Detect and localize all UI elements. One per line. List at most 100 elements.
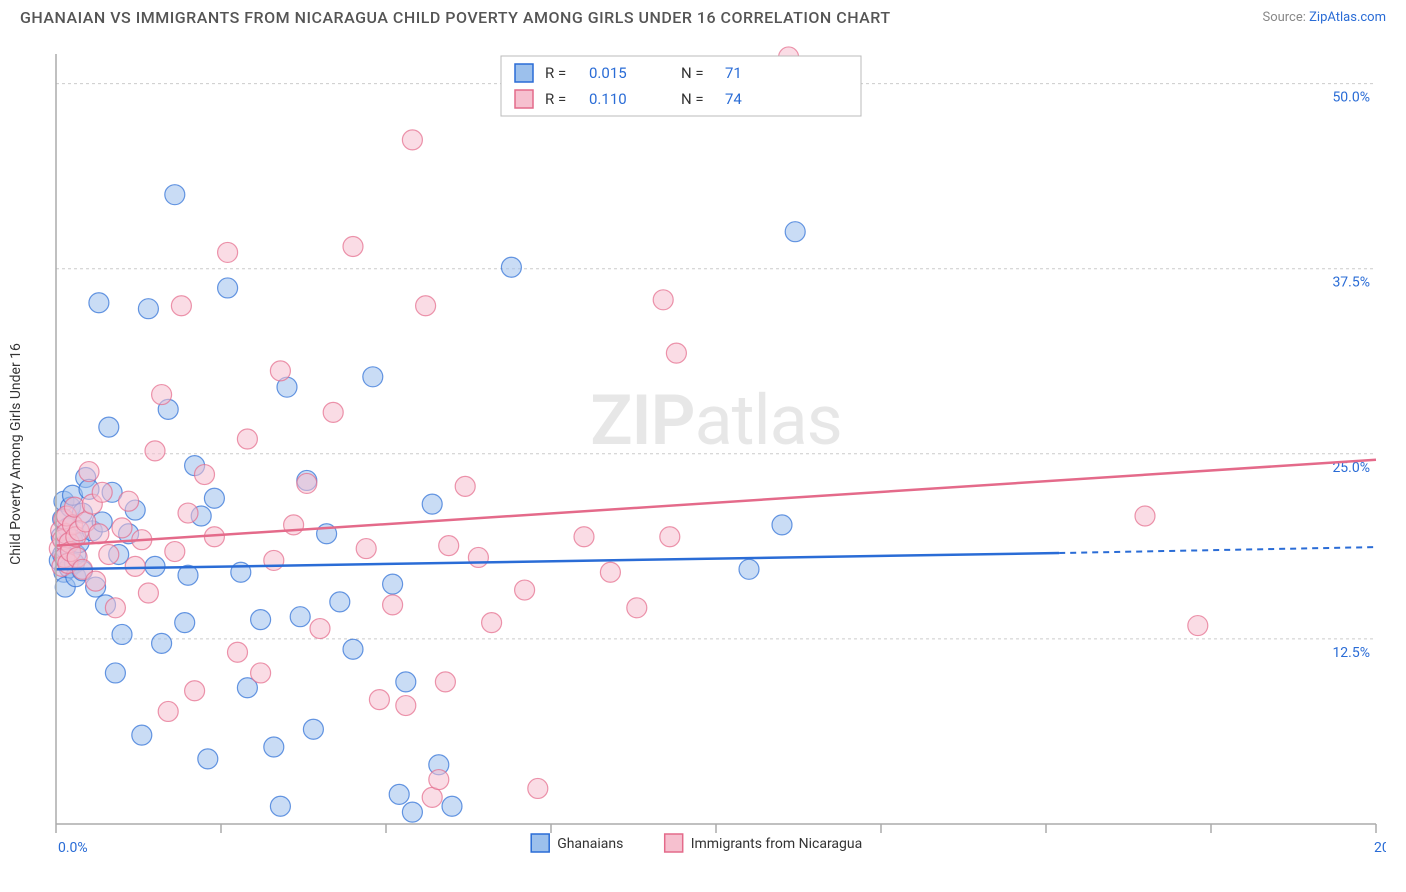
scatter-point — [290, 607, 310, 627]
legend-r-label: R = — [545, 64, 566, 82]
scatter-point — [138, 583, 158, 603]
scatter-point — [178, 503, 198, 523]
scatter-point — [297, 473, 317, 493]
scatter-point — [218, 242, 238, 262]
scatter-point — [158, 701, 178, 721]
scatter-point — [185, 681, 205, 701]
scatter-point — [660, 527, 680, 547]
chart-container: Child Poverty Among Girls Under 16 12.5%… — [46, 44, 1386, 864]
scatter-point — [195, 465, 215, 485]
scatter-point — [396, 696, 416, 716]
scatter-point — [171, 296, 191, 316]
scatter-point — [402, 802, 422, 822]
legend-series-label: Immigrants from Nicaragua — [691, 836, 863, 852]
watermark: ZIPatlas — [590, 380, 842, 462]
scatter-point — [92, 482, 112, 502]
scatter-point — [468, 547, 488, 567]
scatter-point — [442, 796, 462, 816]
scatter-point — [198, 749, 218, 769]
scatter-point — [251, 663, 271, 683]
legend-swatch — [665, 834, 683, 852]
scatter-point — [99, 545, 119, 565]
source-link[interactable]: ZipAtlas.com — [1309, 10, 1386, 25]
xtick-label: 0.0% — [58, 840, 88, 856]
xtick-label: 20.0% — [1374, 840, 1386, 856]
scatter-point — [112, 624, 132, 644]
scatter-point — [105, 598, 125, 618]
scatter-point — [165, 542, 185, 562]
scatter-point — [105, 663, 125, 683]
scatter-point — [152, 385, 172, 405]
scatter-point — [89, 293, 109, 313]
legend-r-value: 0.110 — [589, 90, 627, 108]
scatter-point — [416, 296, 436, 316]
scatter-point — [251, 610, 271, 630]
scatter-point — [270, 796, 290, 816]
scatter-point — [310, 619, 330, 639]
scatter-point — [389, 784, 409, 804]
ytick-label: 50.0% — [1332, 90, 1370, 106]
scatter-point — [237, 429, 257, 449]
scatter-point — [1188, 616, 1208, 636]
scatter-point — [739, 559, 759, 579]
scatter-point — [218, 278, 238, 298]
scatter-point — [363, 367, 383, 387]
scatter-point — [528, 778, 548, 798]
scatter-point — [264, 737, 284, 757]
scatter-point — [204, 488, 224, 508]
scatter-point — [627, 598, 647, 618]
scatter-point — [112, 518, 132, 538]
scatter-point — [323, 402, 343, 422]
legend-n-value: 74 — [725, 90, 742, 108]
legend-swatch — [515, 90, 533, 108]
scatter-point — [383, 595, 403, 615]
scatter-point — [422, 494, 442, 514]
ytick-label: 37.5% — [1332, 275, 1370, 291]
legend-swatch — [531, 834, 549, 852]
chart-title: GHANAIAN VS IMMIGRANTS FROM NICARAGUA CH… — [20, 8, 891, 27]
trendline-ghanaians — [56, 553, 1059, 569]
scatter-point — [482, 613, 502, 633]
scatter-point — [330, 592, 350, 612]
legend-r-value: 0.015 — [589, 64, 627, 82]
scatter-point — [429, 770, 449, 790]
scatter-point — [228, 642, 248, 662]
scatter-point — [396, 672, 416, 692]
scatter-point — [145, 441, 165, 461]
scatter-point — [175, 613, 195, 633]
scatter-point — [772, 515, 792, 535]
scatter-point — [79, 462, 99, 482]
scatter-point — [785, 222, 805, 242]
legend-n-label: N = — [681, 64, 704, 82]
scatter-point — [600, 562, 620, 582]
legend-series-label: Ghanaians — [557, 836, 623, 852]
scatter-point — [270, 361, 290, 381]
scatter-point — [89, 524, 109, 544]
scatter-point — [119, 491, 139, 511]
scatter-point — [369, 690, 389, 710]
scatter-point — [501, 257, 521, 277]
trendline-ghanaians-extrap — [1059, 547, 1376, 553]
scatter-point — [284, 515, 304, 535]
scatter-point — [343, 237, 363, 257]
scatter-point — [165, 185, 185, 205]
scatter-point — [264, 550, 284, 570]
legend-n-label: N = — [681, 90, 704, 108]
scatter-point — [99, 417, 119, 437]
scatter-point — [574, 527, 594, 547]
source-attribution: Source: ZipAtlas.com — [1262, 10, 1386, 25]
scatter-point — [1135, 506, 1155, 526]
scatter-point — [303, 719, 323, 739]
scatter-point — [383, 574, 403, 594]
series-legend: Ghanaians Immigrants from Nicaragua — [531, 834, 862, 852]
scatter-point — [435, 672, 455, 692]
scatter-point — [422, 787, 442, 807]
scatter-point — [653, 290, 673, 310]
scatter-point — [455, 476, 475, 496]
scatter-point — [132, 725, 152, 745]
y-axis-label: Child Poverty Among Girls Under 16 — [8, 343, 24, 565]
scatter-point — [125, 556, 145, 576]
scatter-point — [343, 639, 363, 659]
source-prefix: Source: — [1262, 10, 1309, 25]
legend-r-label: R = — [545, 90, 566, 108]
